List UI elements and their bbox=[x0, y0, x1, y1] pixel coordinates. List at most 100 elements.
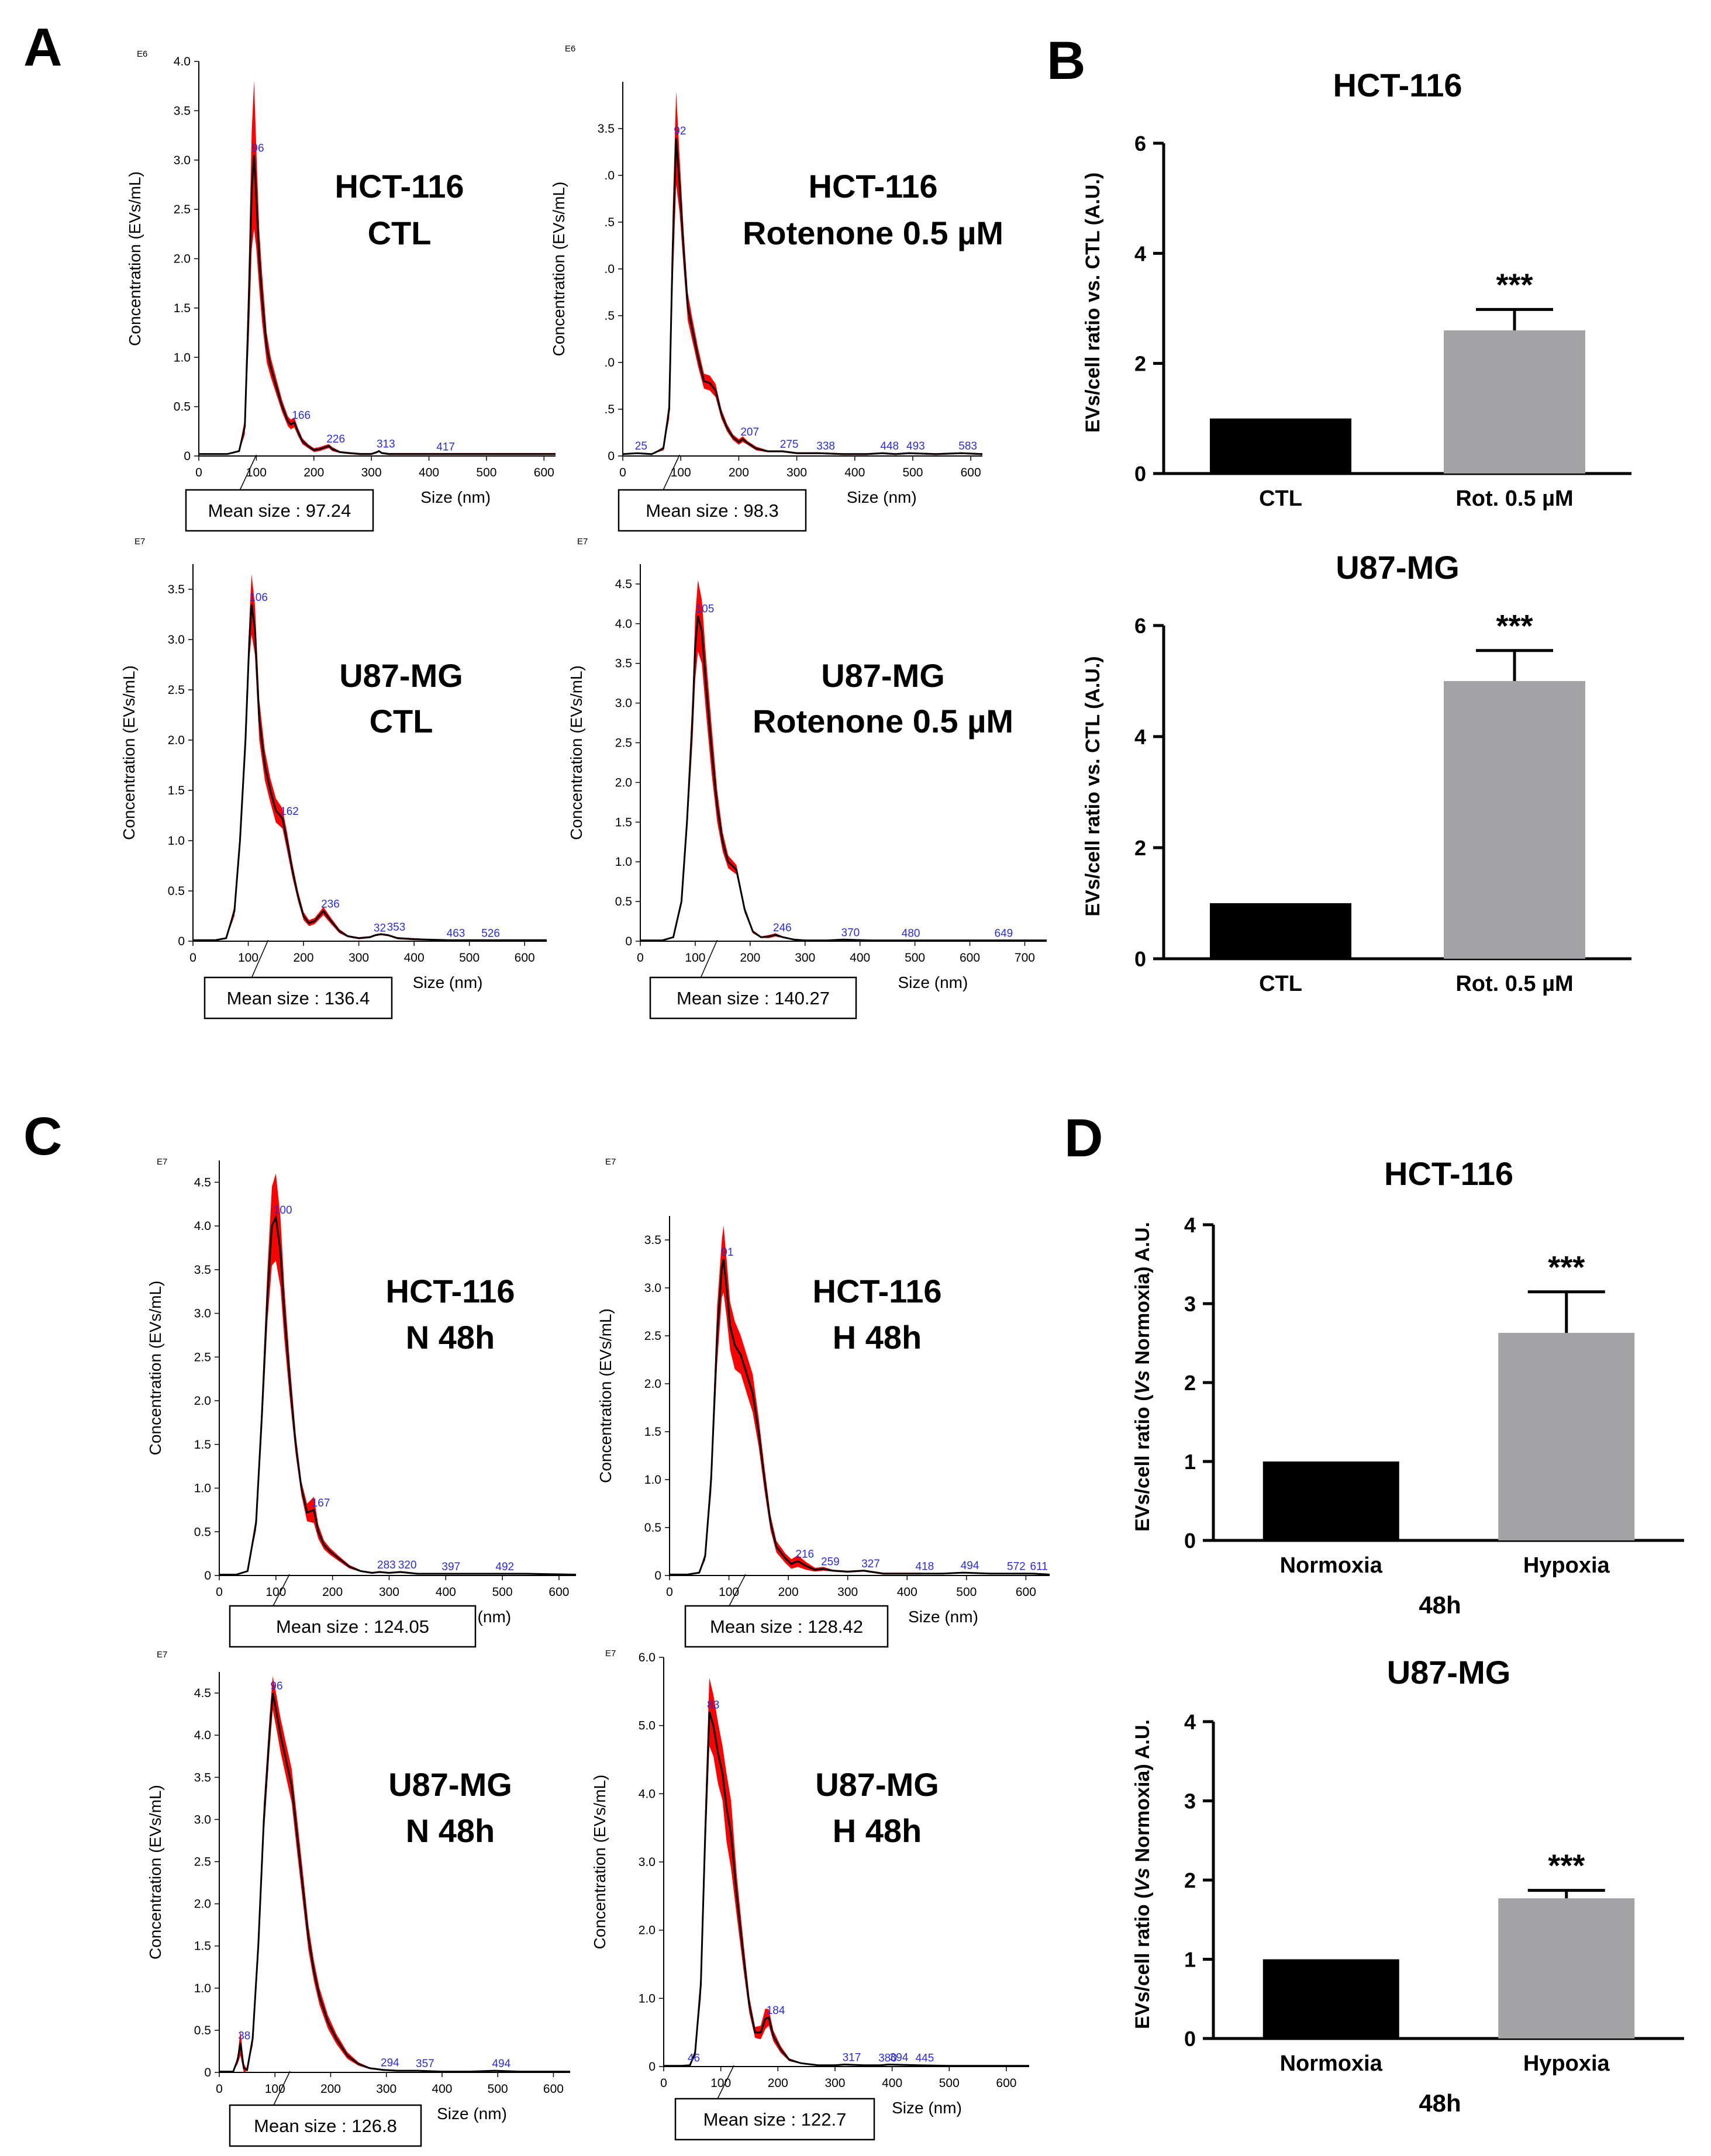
bar bbox=[1262, 1959, 1399, 2038]
peak-label: 105 bbox=[696, 603, 715, 615]
peak-label: 283 bbox=[377, 1559, 396, 1571]
exponent-label: E7 bbox=[157, 1650, 167, 1660]
y-tick-label: 2.0 bbox=[615, 776, 632, 789]
condition-line-2: Rotenone 0.5 µM bbox=[753, 703, 1013, 740]
y-tick-label: 1.5 bbox=[644, 1425, 661, 1439]
x-tick-label: 300 bbox=[786, 466, 807, 479]
peak-label: 583 bbox=[958, 440, 977, 452]
x-tick-label: 700 bbox=[1015, 951, 1035, 965]
peak-label: 96 bbox=[270, 1680, 282, 1692]
category-label: Hypoxia bbox=[1523, 2051, 1610, 2076]
peak-label: 246 bbox=[773, 922, 792, 934]
y-tick-label: 0.5 bbox=[194, 2024, 211, 2037]
exponent-label: E6 bbox=[565, 44, 575, 54]
x-tick-label: 100 bbox=[685, 951, 705, 965]
x-tick-label: 200 bbox=[768, 2076, 788, 2090]
y-tick-label: 0.5 bbox=[615, 895, 632, 908]
x-tick-label: 600 bbox=[534, 466, 554, 479]
y-tick-label: 0 bbox=[204, 1569, 211, 1583]
y-tick-label: 1.0 bbox=[168, 834, 185, 848]
x-tick-label: 600 bbox=[960, 951, 980, 965]
y-tick-label: 3.0 bbox=[168, 633, 185, 647]
mean-size-label: Mean size : 126.8 bbox=[254, 2116, 397, 2136]
y-tick-label: .0 bbox=[604, 262, 615, 276]
peak-label: 397 bbox=[441, 1561, 460, 1573]
x-tick-label: 300 bbox=[376, 2082, 396, 2096]
x-tick-label: 600 bbox=[543, 2082, 564, 2096]
y-axis-label-italic: Vs bbox=[1132, 1370, 1154, 1395]
y-tick-label: 5.0 bbox=[639, 1719, 656, 1733]
y-axis-label: Concentration (EVs/mL) bbox=[146, 1785, 164, 1960]
exponent-label: E7 bbox=[605, 1649, 616, 1659]
size-distribution-line bbox=[664, 1711, 1029, 2067]
confidence-band bbox=[670, 1225, 1050, 1575]
y-tick-label: 2.0 bbox=[644, 1377, 661, 1391]
y-tick-label: 1.5 bbox=[174, 302, 191, 315]
nta-chart-c4: 0 1.0 2.0 3.0 4.0 5.0 6.0 0 100 200 300 400 500 600 E7… bbox=[591, 1649, 1029, 2141]
mean-size-label: Mean size : 122.7 bbox=[703, 2109, 847, 2130]
y-tick-label: 3.5 bbox=[615, 657, 632, 671]
mean-size-box bbox=[229, 1605, 477, 1648]
y-tick-label: 2 bbox=[1184, 1868, 1196, 1892]
bar bbox=[1444, 330, 1585, 474]
y-tick-label: 4 bbox=[1134, 725, 1146, 749]
x-axis-label: Size (nm) bbox=[898, 973, 968, 991]
y-tick-label: 3.0 bbox=[174, 154, 191, 167]
condition-line-1: HCT-116 bbox=[809, 168, 938, 205]
panel-label-a: A bbox=[23, 18, 62, 77]
y-tick-label: 2.0 bbox=[174, 253, 191, 266]
nta-chart-c3: 0 0.5 1.0 1.5 2.0 2.5 3.0 3.5 4.0 4.5 0 100 200 300 40… bbox=[146, 1650, 570, 2147]
x-tick-label: 500 bbox=[956, 1585, 977, 1599]
mean-size-box bbox=[229, 2104, 422, 2147]
y-tick-label: 0.5 bbox=[644, 1521, 661, 1535]
size-distribution-line bbox=[193, 604, 547, 941]
x-tick-label: 100 bbox=[671, 466, 691, 479]
x-tick-label: 200 bbox=[778, 1585, 799, 1599]
bar bbox=[1210, 903, 1351, 959]
confidence-band bbox=[193, 574, 547, 941]
peak-label: 83 bbox=[707, 1699, 719, 1711]
category-label: Normoxia bbox=[1280, 1553, 1383, 1578]
y-axis-label-part: Normoxia) A.U. bbox=[1132, 1719, 1154, 1868]
peak-label: 492 bbox=[495, 1561, 514, 1573]
x-tick-label: 600 bbox=[1016, 1585, 1036, 1599]
x-tick-label: 0 bbox=[216, 2082, 223, 2096]
y-tick-label: 2.5 bbox=[615, 737, 632, 750]
peak-label: 184 bbox=[767, 2005, 785, 2017]
x-tick-label: 100 bbox=[238, 951, 258, 965]
y-axis-label-part: Normoxia) A.U. bbox=[1132, 1222, 1154, 1370]
peak-label: 106 bbox=[249, 592, 268, 604]
y-tick-label: 0 bbox=[204, 2066, 211, 2079]
peak-label: 25 bbox=[635, 440, 647, 452]
y-axis-label: EVs/cell ratio vs. CTL (A.U.) bbox=[1082, 656, 1104, 916]
nta-chart-a4: 0 0.5 1.0 1.5 2.0 2.5 3.0 3.5 4.0 4.5 0 100 200 300 40… bbox=[567, 537, 1047, 1020]
y-tick-label: 2.0 bbox=[168, 734, 185, 747]
condition-line-1: U87-MG bbox=[821, 657, 945, 694]
panel-label-c: C bbox=[23, 1107, 62, 1166]
y-axis-label: Concentration (EVs/mL) bbox=[120, 665, 138, 840]
y-tick-label: 3.0 bbox=[639, 1856, 656, 1869]
peak-label: 226 bbox=[326, 433, 345, 445]
bar-chart-title: HCT-116 bbox=[1384, 1155, 1513, 1192]
peak-label: 92 bbox=[674, 125, 686, 137]
x-tick-label: 400 bbox=[844, 466, 865, 479]
x-axis-label: Size (nm) bbox=[420, 488, 491, 506]
significance-marker: *** bbox=[1548, 1849, 1585, 1884]
peak-label: 317 bbox=[843, 2052, 861, 2064]
mean-size-box bbox=[674, 2098, 875, 2141]
y-tick-label: 4.0 bbox=[194, 1219, 211, 1233]
y-axis-label: EVs/cell ratio vs. CTL (A.U.) bbox=[1082, 172, 1104, 433]
peak-label: 313 bbox=[377, 438, 395, 451]
x-tick-label: 200 bbox=[740, 951, 760, 965]
significance-marker: *** bbox=[1548, 1250, 1585, 1285]
mean-pointer bbox=[239, 454, 257, 490]
peak-label: 417 bbox=[436, 441, 455, 454]
y-tick-label: 2.5 bbox=[644, 1329, 661, 1343]
x-tick-label: 600 bbox=[515, 951, 535, 965]
peak-label: 236 bbox=[321, 898, 340, 910]
peak-label: 394 bbox=[890, 2052, 909, 2064]
peak-label: 46 bbox=[688, 2053, 700, 2065]
y-tick-label: 3.5 bbox=[598, 122, 615, 136]
exponent-label: E7 bbox=[157, 1157, 167, 1167]
bar-chart-d2: U87-MG 0 1 2 3 4 Normoxia *** Hypoxia EVs/cell ra… bbox=[1132, 1654, 1684, 2117]
